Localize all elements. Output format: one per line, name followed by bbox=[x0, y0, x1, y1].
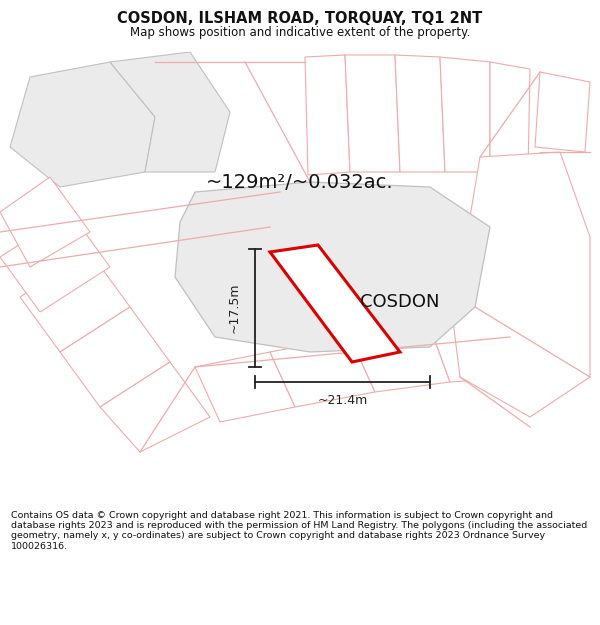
Polygon shape bbox=[10, 62, 155, 187]
Polygon shape bbox=[440, 57, 490, 172]
Polygon shape bbox=[20, 252, 130, 352]
Polygon shape bbox=[110, 52, 230, 172]
Polygon shape bbox=[450, 152, 590, 417]
Polygon shape bbox=[270, 337, 375, 407]
Polygon shape bbox=[490, 62, 530, 172]
Polygon shape bbox=[60, 307, 170, 407]
Text: COSDON: COSDON bbox=[360, 293, 440, 311]
Polygon shape bbox=[535, 72, 590, 152]
Polygon shape bbox=[395, 55, 445, 172]
Polygon shape bbox=[0, 212, 110, 312]
Text: Map shows position and indicative extent of the property.: Map shows position and indicative extent… bbox=[130, 26, 470, 39]
Polygon shape bbox=[175, 182, 490, 352]
Text: ~129m²/~0.032ac.: ~129m²/~0.032ac. bbox=[206, 173, 394, 191]
Polygon shape bbox=[430, 322, 525, 382]
Polygon shape bbox=[345, 55, 400, 172]
Text: COSDON, ILSHAM ROAD, TORQUAY, TQ1 2NT: COSDON, ILSHAM ROAD, TORQUAY, TQ1 2NT bbox=[118, 11, 482, 26]
Text: ~17.5m: ~17.5m bbox=[228, 282, 241, 333]
Polygon shape bbox=[0, 177, 90, 267]
Text: ~21.4m: ~21.4m bbox=[317, 394, 368, 407]
Polygon shape bbox=[305, 55, 350, 175]
Polygon shape bbox=[270, 245, 400, 362]
Text: Contains OS data © Crown copyright and database right 2021. This information is : Contains OS data © Crown copyright and d… bbox=[11, 511, 587, 551]
Polygon shape bbox=[195, 352, 295, 422]
Polygon shape bbox=[100, 362, 210, 452]
Polygon shape bbox=[350, 327, 450, 392]
